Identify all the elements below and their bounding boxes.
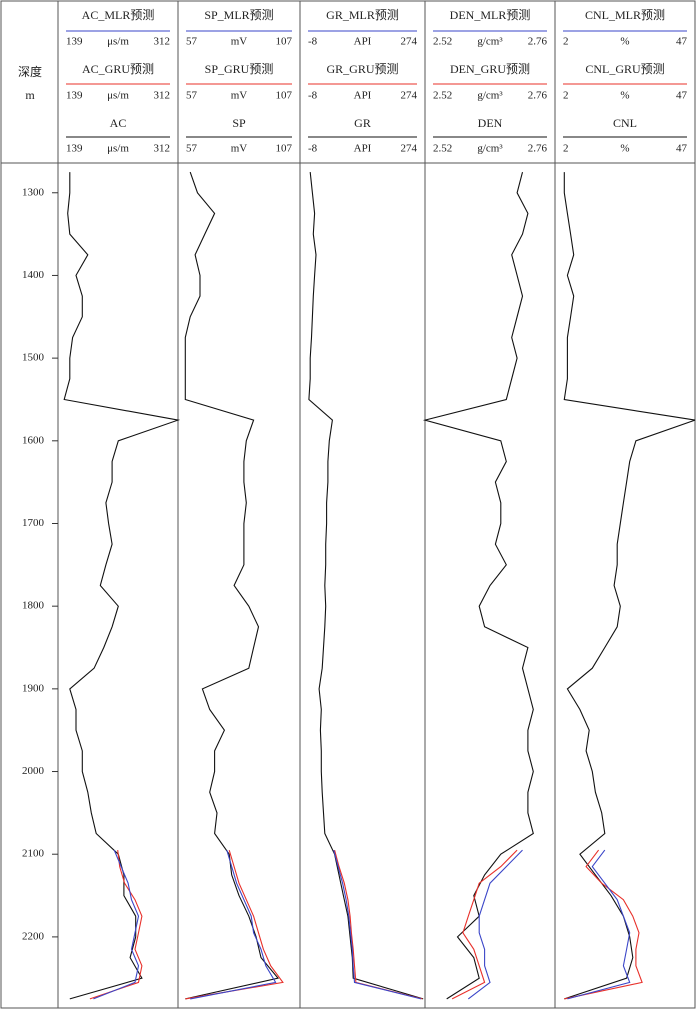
curve-name: SP_GRU预测 [205,62,274,76]
scale-unit: % [620,90,629,102]
curve-name: AC_GRU预测 [82,62,154,76]
curve-name: GR_MLR预测 [326,8,399,22]
y-tick-label: 1800 [22,600,45,612]
log-curve [563,172,696,1000]
curve-name: AC [110,116,127,130]
scale-unit: g/cm³ [477,143,503,155]
scale-max: 274 [401,90,418,102]
scale-max: 47 [676,90,688,102]
log-curve [567,849,631,1000]
scale-min: 2 [563,36,569,48]
scale-max: 107 [276,36,293,48]
depth-unit: m [25,88,35,102]
scale-max: 107 [276,143,293,155]
scale-max: 2.76 [528,90,548,102]
curve-name: CNL_MLR预测 [585,8,665,22]
scale-unit: mV [231,90,248,102]
scale-unit: μs/m [107,90,129,102]
y-tick-label: 1400 [22,269,45,281]
scale-max: 2.76 [528,143,548,155]
scale-min: 139 [66,143,83,155]
scale-max: 107 [276,90,293,102]
y-tick-label: 2200 [22,930,45,942]
curve-name: CNL [613,116,637,130]
y-tick-label: 1600 [22,434,45,446]
scale-unit: API [354,143,372,155]
scale-min: 57 [186,143,198,155]
scale-min: 2.52 [433,143,452,155]
log-curve [451,849,518,1000]
scale-max: 312 [154,90,171,102]
scale-unit: % [620,36,629,48]
scale-unit: % [620,143,629,155]
curve-name: GR [354,116,371,130]
scale-min: 57 [186,36,198,48]
y-tick-label: 2000 [22,765,45,777]
scale-min: 57 [186,90,198,102]
log-curve [184,171,279,1000]
curve-name: DEN_GRU预测 [450,62,530,76]
scale-min: -8 [308,90,318,102]
scale-min: 139 [66,36,83,48]
y-tick-label: 2100 [22,848,45,860]
log-curve [308,172,424,1000]
scale-min: 2 [563,90,569,102]
scale-unit: mV [231,143,248,155]
scale-unit: API [354,90,372,102]
scale-max: 47 [676,143,688,155]
scale-unit: g/cm³ [477,36,503,48]
log-curve [467,849,523,1000]
scale-unit: API [354,36,372,48]
scale-unit: μs/m [107,36,129,48]
y-tick-label: 1700 [22,517,45,529]
scale-max: 47 [676,36,688,48]
scale-max: 2.76 [528,36,548,48]
curve-name: DEN_MLR预测 [450,8,531,22]
scale-min: 139 [66,90,83,102]
log-curve [89,850,143,1000]
curve-name: SP_MLR预测 [204,8,273,22]
log-curve [334,849,423,1000]
scale-unit: μs/m [107,143,129,155]
log-curve [564,849,643,1000]
log-curve [422,171,534,1000]
scale-min: -8 [308,36,318,48]
scale-max: 274 [401,36,418,48]
y-tick-label: 1300 [22,186,45,198]
scale-min: 2.52 [433,90,452,102]
scale-max: 312 [154,36,171,48]
y-tick-label: 1500 [22,352,45,364]
scale-min: 2.52 [433,36,452,48]
curve-name: CNL_GRU预测 [585,62,664,76]
curve-name: DEN [478,116,503,130]
log-curve [333,849,422,1000]
log-curve [190,849,277,1000]
depth-title: 深度 [18,64,42,79]
scale-unit: g/cm³ [477,90,503,102]
y-tick-label: 1900 [22,682,45,694]
log-curve [63,172,181,1000]
scale-unit: mV [231,36,248,48]
log-curve [93,849,140,1000]
curve-name: GR_GRU预测 [326,62,398,76]
scale-max: 312 [154,143,171,155]
scale-min: -8 [308,143,318,155]
scale-min: 2 [563,143,569,155]
curve-name: SP [232,116,246,130]
log-curve [185,849,284,1000]
curve-name: AC_MLR预测 [82,8,155,22]
scale-max: 274 [401,143,418,155]
